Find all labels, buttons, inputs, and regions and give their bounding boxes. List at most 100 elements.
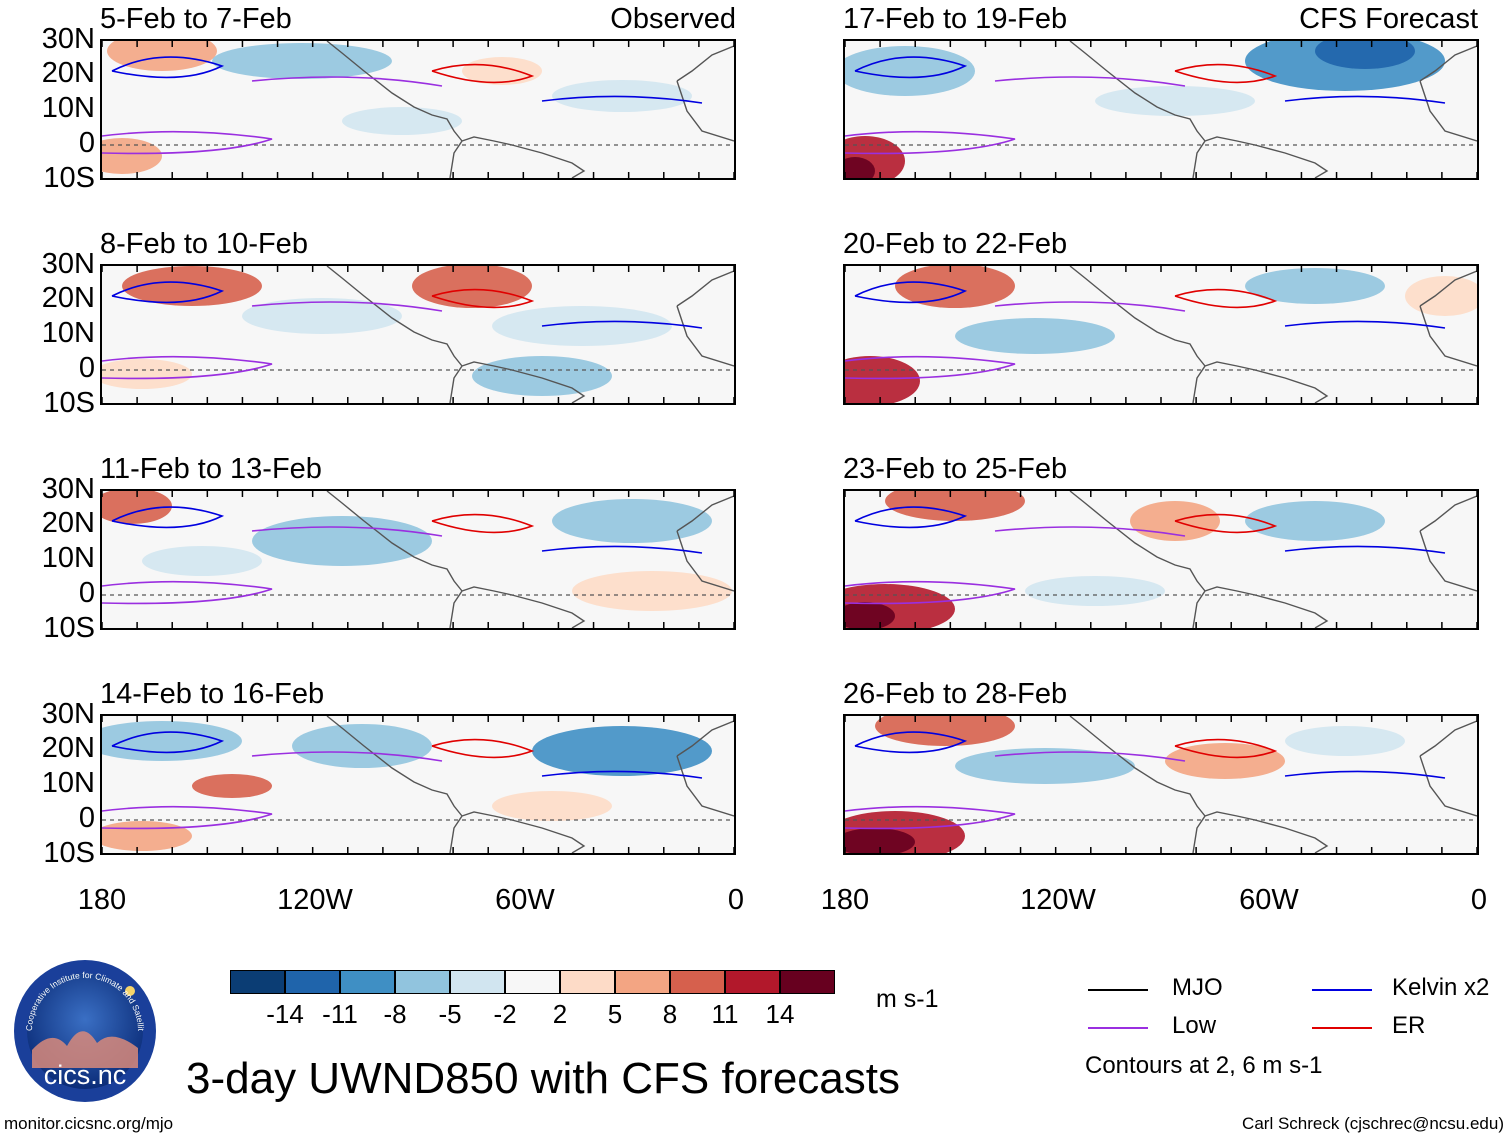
map-canvas — [102, 266, 734, 403]
wind-anomaly-region — [492, 791, 612, 821]
observed-panel-2-title: 8-Feb to 10-Feb — [100, 228, 308, 260]
wind-anomaly-region — [192, 774, 272, 798]
map-canvas — [845, 41, 1477, 178]
map-canvas — [102, 491, 734, 628]
y-label-10n: 10N — [41, 317, 95, 349]
wind-anomaly-region — [102, 359, 192, 389]
colorbar-tick-label: 2 — [552, 999, 568, 1029]
wave-contour — [994, 301, 1186, 312]
observed-label: Observed — [610, 3, 736, 35]
map-panel-observed-1 — [100, 39, 736, 180]
wind-anomaly-region — [875, 716, 1015, 746]
wave-contour — [251, 526, 443, 537]
legend-low-label: Low — [1172, 1012, 1217, 1039]
wind-anomaly-region — [292, 724, 432, 768]
wind-anomaly-region — [1095, 86, 1255, 116]
colorbar-swatch — [725, 970, 780, 994]
wave-contour — [994, 526, 1186, 537]
map-canvas — [102, 716, 734, 853]
wave-contour — [111, 731, 225, 754]
observed-panel-4-title: 14-Feb to 16-Feb — [100, 678, 325, 710]
colorbar-swatch — [615, 970, 670, 994]
y-label-eq: 0 — [78, 577, 95, 609]
wave-contour — [111, 56, 225, 79]
coastline — [326, 716, 734, 853]
y-label-10n: 10N — [41, 92, 95, 124]
colorbar-swatch — [560, 970, 615, 994]
map-panel-observed-3 — [100, 489, 736, 630]
wave-contour — [854, 506, 968, 529]
colorbar-tick-label: 5 — [607, 999, 623, 1029]
colorbar-swatch — [230, 970, 285, 994]
y-label-10s: 10S — [43, 612, 95, 644]
y-label-10n: 10N — [41, 542, 95, 574]
y-label-20n: 20N — [41, 282, 95, 314]
wind-anomaly-region — [472, 356, 612, 396]
wind-anomaly-region — [102, 138, 162, 174]
wave-contour — [111, 281, 225, 304]
wave-contour — [541, 95, 703, 104]
wave-contour — [845, 580, 1016, 605]
y-label-eq: 0 — [78, 802, 95, 834]
map-canvas — [102, 41, 734, 178]
wave-contour — [431, 513, 535, 534]
forecast-panel-3-title: 23-Feb to 25-Feb — [843, 453, 1068, 485]
wave-contour — [845, 355, 1016, 380]
y-label-20n: 20N — [41, 507, 95, 539]
coastline — [326, 266, 734, 403]
map-canvas — [845, 491, 1477, 628]
wind-anomaly-region — [142, 546, 262, 576]
wind-anomaly-region — [1245, 501, 1385, 541]
wave-contour — [1284, 95, 1446, 104]
wave-contour — [431, 63, 535, 84]
observed-panel-1-title: 5-Feb to 7-Feb — [100, 3, 292, 35]
colorbar-tick-label: -5 — [438, 999, 462, 1029]
y-label-20n: 20N — [41, 732, 95, 764]
y-label-eq: 0 — [78, 352, 95, 384]
y-label-30n: 30N — [41, 473, 95, 505]
colorbar-units: m s-1 — [876, 985, 939, 1013]
wind-anomaly-region — [1315, 41, 1415, 69]
colorbar-tick-label: -11 — [322, 999, 358, 1029]
wave-contour — [845, 805, 1016, 830]
coastline — [326, 41, 734, 178]
y-label-eq: 0 — [78, 127, 95, 159]
wave-contour — [854, 281, 968, 304]
map-panel-forecast-1 — [843, 39, 1479, 180]
wave-contour — [541, 320, 703, 329]
colorbar-swatch — [340, 970, 395, 994]
forecast-panel-2-title: 20-Feb to 22-Feb — [843, 228, 1068, 260]
forecast-panel-1-title: 17-Feb to 19-Feb — [843, 3, 1068, 35]
wind-anomaly-region — [532, 726, 712, 776]
wave-contour — [994, 76, 1186, 87]
wave-contour — [251, 751, 443, 762]
wind-anomaly-region — [102, 821, 192, 851]
wind-anomaly-region — [412, 266, 532, 308]
wave-contour — [1174, 288, 1278, 309]
map-canvas — [845, 266, 1477, 403]
cfs-forecast-label: CFS Forecast — [1299, 3, 1478, 35]
footer-left-url: monitor.cicsnc.org/mjo — [4, 1114, 174, 1133]
wind-anomaly-region — [845, 157, 875, 178]
wave-contour — [102, 130, 273, 155]
colorbar-tick-label: 14 — [765, 999, 795, 1029]
y-label-30n: 30N — [41, 248, 95, 280]
x-label-60w: 60W — [1239, 884, 1299, 916]
x-label-0: 0 — [727, 884, 745, 916]
colorbar-swatch — [670, 970, 725, 994]
wind-anomaly-region — [895, 266, 1015, 308]
y-label-10n: 10N — [41, 767, 95, 799]
colorbar-tick-label: -14 — [266, 999, 304, 1029]
coastline — [1069, 41, 1477, 178]
wave-contour — [431, 738, 535, 759]
map-panel-forecast-3 — [843, 489, 1479, 630]
cics-logo: Cooperative Institute for Climate and Sa… — [10, 950, 158, 1104]
colorbar-tick-label: -2 — [493, 999, 517, 1029]
wind-anomaly-region — [845, 356, 920, 403]
wind-anomaly-region — [122, 266, 262, 306]
wind-anomaly-region — [342, 107, 462, 135]
legend-kelvin-line — [1312, 989, 1372, 991]
map-panel-forecast-2 — [843, 264, 1479, 405]
legend-er-line — [1312, 1027, 1372, 1029]
wind-anomaly-region — [107, 41, 217, 71]
